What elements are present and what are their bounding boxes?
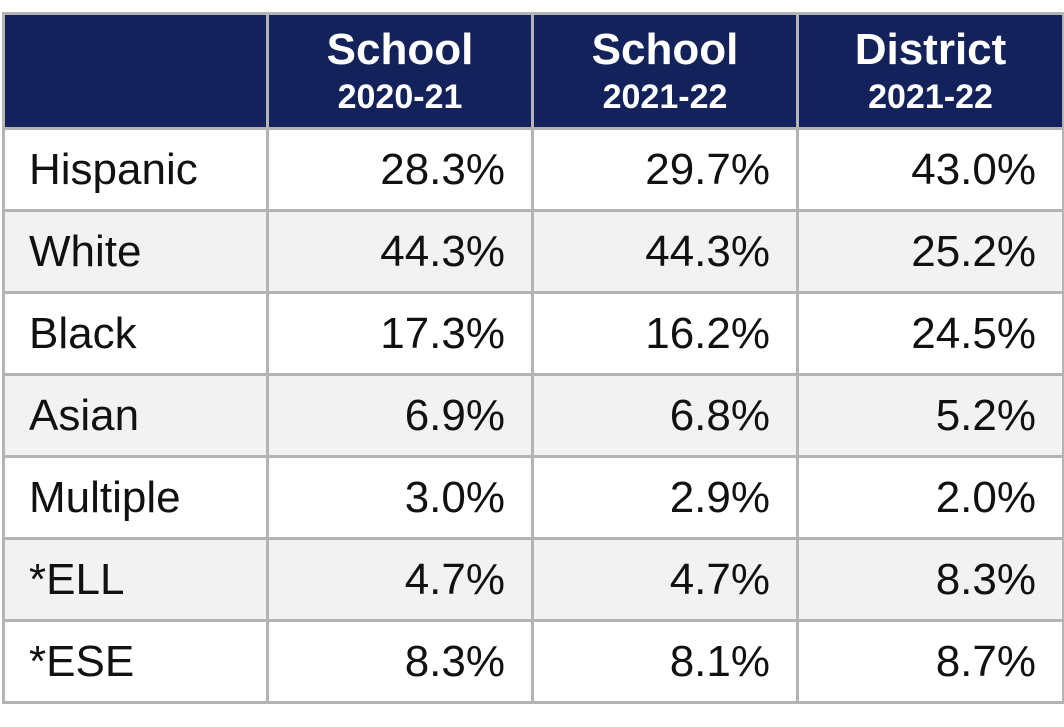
cell-value: 44.3% xyxy=(531,209,799,294)
table-row: *ELL 4.7% 4.7% 8.3% xyxy=(2,537,1064,622)
cell-value: 6.9% xyxy=(266,373,534,458)
column-header: School 2021-22 xyxy=(531,12,799,130)
cell-value: 8.1% xyxy=(531,619,799,704)
table-row: Multiple 3.0% 2.9% 2.0% xyxy=(2,455,1064,540)
row-label: *ESE xyxy=(2,619,269,704)
header-row: School 2020-21 School 2021-22 District 2021-2… xyxy=(2,12,1064,130)
row-label: Multiple xyxy=(2,455,269,540)
row-label: Asian xyxy=(2,373,269,458)
table-head: School 2020-21 School 2021-22 District 2021-2… xyxy=(2,12,1064,130)
cell-value: 6.8% xyxy=(531,373,799,458)
column-title: District xyxy=(854,25,1007,74)
table-body: Hispanic 28.3% 29.7% 43.0% White 44.3% 44.3% 25… xyxy=(2,127,1064,704)
cell-value: 43.0% xyxy=(796,127,1064,212)
cell-value: 8.3% xyxy=(796,537,1064,622)
cell-value: 28.3% xyxy=(266,127,534,212)
row-label: White xyxy=(2,209,269,294)
row-label: Black xyxy=(2,291,269,376)
cell-value: 17.3% xyxy=(266,291,534,376)
column-title: School xyxy=(591,25,739,74)
cell-value: 44.3% xyxy=(266,209,534,294)
row-label: *ELL xyxy=(2,537,269,622)
table-row: *ESE 8.3% 8.1% 8.7% xyxy=(2,619,1064,704)
cell-value: 2.0% xyxy=(796,455,1064,540)
cell-value: 24.5% xyxy=(796,291,1064,376)
header-corner xyxy=(2,12,269,130)
table-row: White 44.3% 44.3% 25.2% xyxy=(2,209,1064,294)
column-header: School 2020-21 xyxy=(266,12,534,130)
cell-value: 5.2% xyxy=(796,373,1064,458)
cell-value: 29.7% xyxy=(531,127,799,212)
column-subtitle: 2020-21 xyxy=(337,78,463,116)
demographics-table: School 2020-21 School 2021-22 District 2021-2… xyxy=(2,12,1064,704)
column-title: School xyxy=(326,25,474,74)
column-header: District 2021-22 xyxy=(796,12,1064,130)
table-row: Black 17.3% 16.2% 24.5% xyxy=(2,291,1064,376)
cell-value: 8.3% xyxy=(266,619,534,704)
cell-value: 25.2% xyxy=(796,209,1064,294)
table-row: Hispanic 28.3% 29.7% 43.0% xyxy=(2,127,1064,212)
table-row: Asian 6.9% 6.8% 5.2% xyxy=(2,373,1064,458)
cell-value: 4.7% xyxy=(531,537,799,622)
cell-value: 2.9% xyxy=(531,455,799,540)
column-subtitle: 2021-22 xyxy=(602,78,728,116)
cell-value: 4.7% xyxy=(266,537,534,622)
row-label: Hispanic xyxy=(2,127,269,212)
cell-value: 8.7% xyxy=(796,619,1064,704)
cell-value: 3.0% xyxy=(266,455,534,540)
column-subtitle: 2021-22 xyxy=(868,78,993,116)
cell-value: 16.2% xyxy=(531,291,799,376)
